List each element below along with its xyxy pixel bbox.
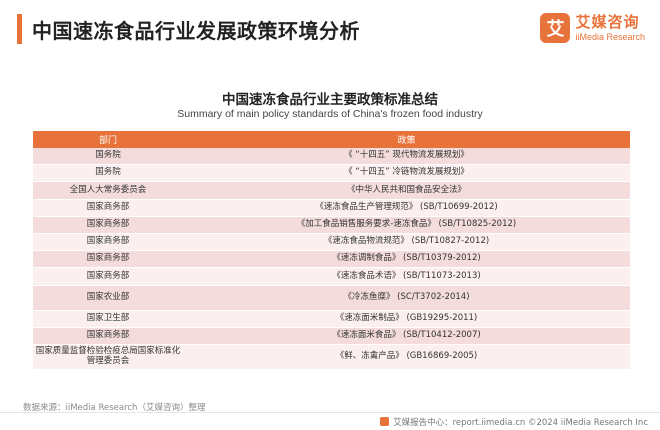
cell-policy: 《冷冻鱼糜》 (SC/T3702-2014) (183, 285, 630, 311)
cell-policy: 《 “十四五” 现代物流发展规划》 (183, 148, 630, 166)
brand-name: 艾媒咨询 (575, 12, 640, 31)
brand-subtitle: iiMedia Research (575, 31, 645, 42)
cell-department: 国务院 (33, 164, 183, 183)
table-title: 中国速冻食品行业主要政策标准总结 (222, 92, 438, 108)
title-accent-bar (17, 14, 22, 44)
source-note: 数据来源：iiMedia Research（艾媒咨询）整理 (23, 403, 206, 413)
brand-logo-icon: 艾 (540, 13, 571, 43)
footer: 艾媒报告中心：report.iimedia.cn ©2024 iiMedia R… (0, 412, 660, 430)
cell-department: 国务院 (33, 148, 183, 166)
brand-text: 艾媒咨询 iiMedia Research (575, 12, 645, 42)
table-row: 国家商务部 《速冻食品术语》 (SB/T11073-2013) (33, 267, 630, 286)
cell-policy: 《 “十四五” 冷链物流发展规划》 (183, 164, 630, 183)
footer-logo-icon (380, 417, 390, 426)
table-row: 国家质量监督检验检疫总局国家标准化管理委员会 《鲜、冻禽产品》 (GB16869… (33, 344, 630, 370)
table-row: 国务院 《 “十四五” 现代物流发展规划》 (33, 148, 630, 166)
cell-department: 国家商务部 (33, 199, 183, 217)
cell-department: 国家商务部 (33, 216, 183, 234)
cell-department: 国家商务部 (33, 233, 183, 252)
table-row: 国家卫生部 《速冻面米制品》 (GB19295-2011) (33, 310, 630, 328)
table-row: 全国人大常务委员会 《中华人民共和国食品安全法》 (33, 181, 630, 200)
page-title: 中国速冻食品行业发展政策环境分析 (32, 18, 360, 43)
cell-policy: 《速冻食品生产管理规范》 (SB/T10699-2012) (183, 199, 630, 217)
cell-department: 国家卫生部 (33, 310, 183, 328)
policy-table: 部门 政策 国务院 《 “十四五” 现代物流发展规划》 国务院 《 “十四五” … (33, 131, 630, 370)
table-row: 国家商务部 《速冻食品物流规范》 (SB/T10827-2012) (33, 233, 630, 252)
table-subtitle: Summary of main policy standards of Chin… (177, 108, 483, 120)
cell-policy: 《加工食品销售服务要求-速冻食品》 (SB/T10825-2012) (183, 216, 630, 234)
footer-text: 艾媒报告中心：report.iimedia.cn ©2024 iiMedia R… (393, 417, 648, 428)
table-header-row: 部门 政策 (33, 131, 630, 148)
cell-department: 国家农业部 (33, 285, 183, 311)
title-bar: 中国速冻食品行业发展政策环境分析 (17, 14, 360, 44)
table-row: 国务院 《 “十四五” 冷链物流发展规划》 (33, 164, 630, 183)
table-row: 国家商务部 《速冻面米食品》 (SB/T10412-2007) (33, 327, 630, 345)
cell-policy: 《速冻调制食品》 (SB/T10379-2012) (183, 250, 630, 269)
cell-department: 全国人大常务委员会 (33, 181, 183, 200)
cell-department: 国家质量监督检验检疫总局国家标准化管理委员会 (33, 344, 183, 370)
cell-policy: 《速冻食品物流规范》 (SB/T10827-2012) (183, 233, 630, 252)
table-row: 国家商务部 《速冻食品生产管理规范》 (SB/T10699-2012) (33, 199, 630, 217)
table-row: 国家商务部 《速冻调制食品》 (SB/T10379-2012) (33, 250, 630, 269)
table-row: 国家农业部 《冷冻鱼糜》 (SC/T3702-2014) (33, 285, 630, 311)
cell-department: 国家商务部 (33, 267, 183, 286)
column-header-policy: 政策 (183, 131, 630, 148)
cell-policy: 《速冻食品术语》 (SB/T11073-2013) (183, 267, 630, 286)
brand-logo-block: 艾 艾媒咨询 iiMedia Research (540, 13, 645, 43)
cell-policy: 《速冻面米食品》 (SB/T10412-2007) (183, 327, 630, 345)
cell-policy: 《中华人民共和国食品安全法》 (183, 181, 630, 200)
column-header-department: 部门 (33, 131, 183, 148)
table-row: 国家商务部 《加工食品销售服务要求-速冻食品》 (SB/T10825-2012) (33, 216, 630, 234)
cell-policy: 《鲜、冻禽产品》 (GB16869-2005) (183, 344, 630, 370)
cell-department: 国家商务部 (33, 327, 183, 345)
cell-policy: 《速冻面米制品》 (GB19295-2011) (183, 310, 630, 328)
cell-department: 国家商务部 (33, 250, 183, 269)
